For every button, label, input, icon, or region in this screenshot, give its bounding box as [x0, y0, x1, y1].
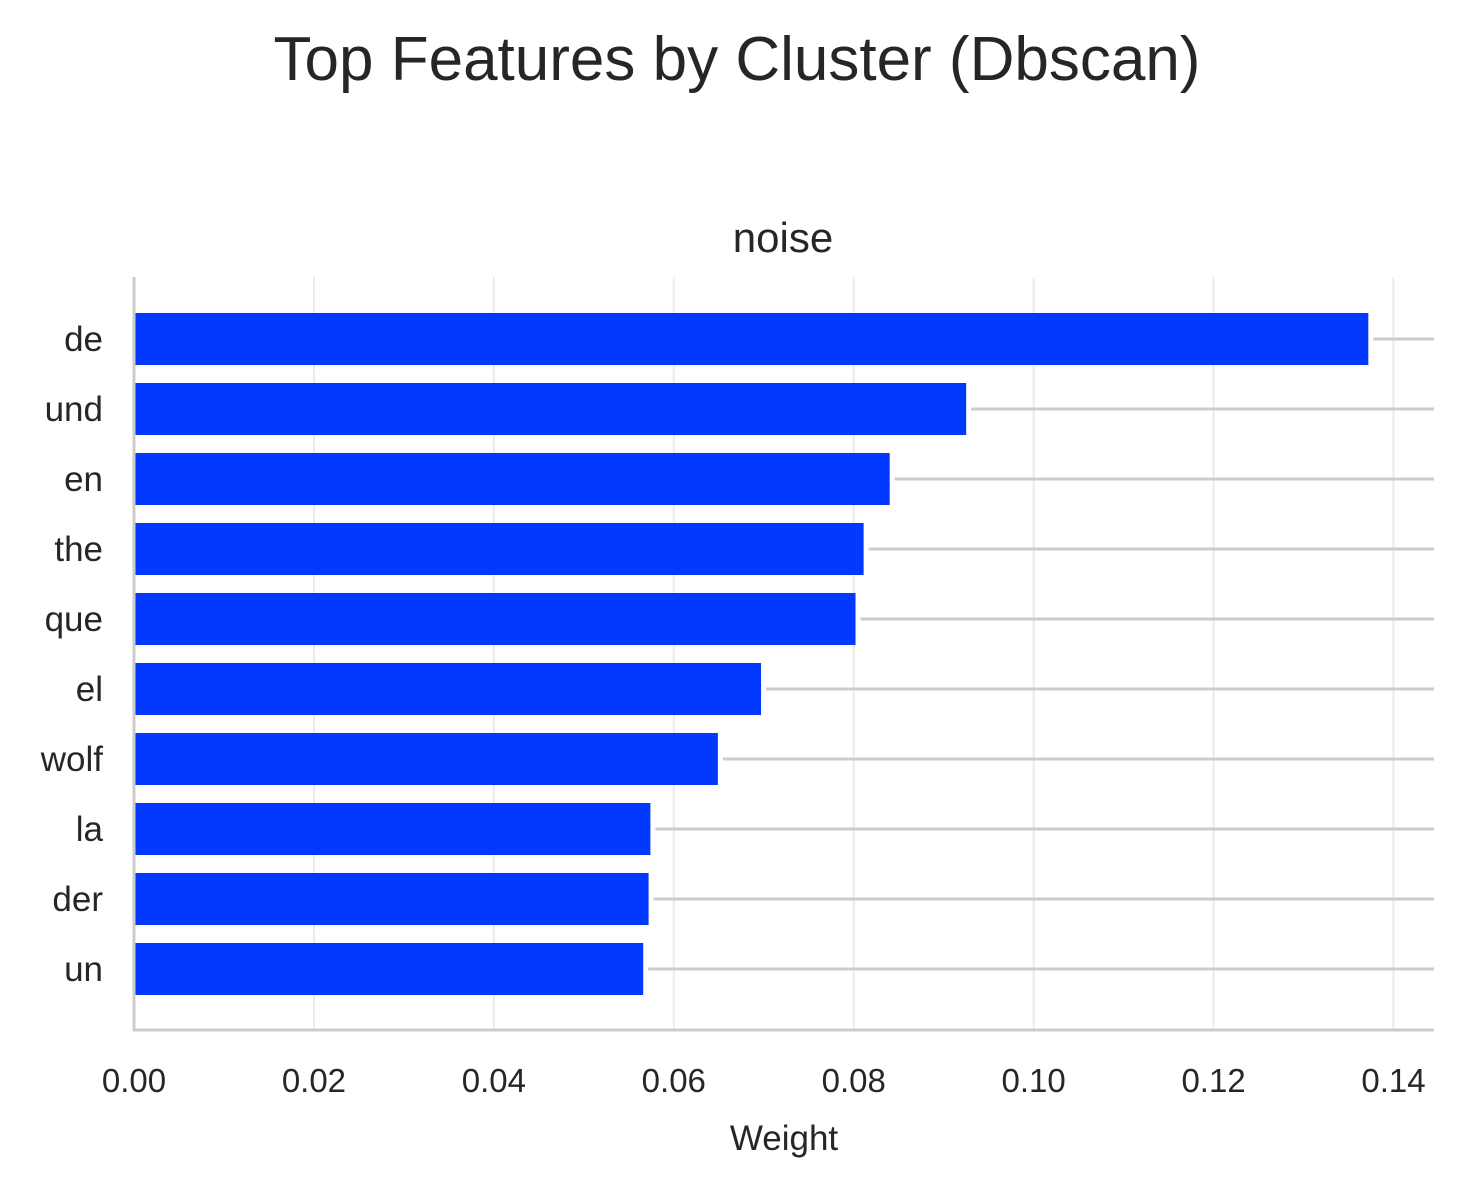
y-tick-label: en — [64, 460, 103, 499]
y-tick-label: the — [54, 530, 103, 569]
y-tick-label: el — [76, 670, 103, 709]
x-tick-labels: 0.00 0.02 0.04 0.06 0.08 0.10 0.12 0.14 — [102, 1062, 1426, 1099]
y-tick-label: un — [64, 950, 103, 989]
y-tick-label: que — [45, 600, 103, 639]
bar-de — [135, 313, 1369, 365]
bar-un — [135, 943, 644, 995]
bar-wolf — [135, 733, 718, 785]
x-tick-label: 0.08 — [822, 1062, 886, 1099]
y-tick-label: de — [64, 320, 103, 359]
x-tick-label: 0.12 — [1181, 1062, 1245, 1099]
x-tick-label: 0.02 — [282, 1062, 346, 1099]
x-tick-label: 0.06 — [642, 1062, 706, 1099]
y-tick-label: la — [76, 810, 104, 849]
panel-title: noise — [733, 214, 833, 261]
bar-und — [135, 383, 967, 435]
chart-title: Top Features by Cluster (Dbscan) — [274, 25, 1201, 94]
bars — [135, 313, 1369, 995]
x-tick-label: 0.00 — [102, 1062, 166, 1099]
bar-la — [135, 803, 651, 855]
bar-en — [135, 453, 890, 505]
y-tick-label: und — [45, 390, 103, 429]
y-tick-label: der — [52, 880, 103, 919]
x-tick-label: 0.10 — [1002, 1062, 1066, 1099]
x-axis-label: Weight — [730, 1119, 839, 1158]
x-tick-label: 0.14 — [1361, 1062, 1425, 1099]
bar-der — [135, 873, 649, 925]
bar-el — [135, 663, 762, 715]
y-tick-label: wolf — [40, 740, 104, 779]
bar-que — [135, 593, 856, 645]
x-tick-label: 0.04 — [462, 1062, 526, 1099]
lead-lines — [648, 337, 1434, 971]
y-tick-labels: de und en the que el wolf la der un — [40, 320, 104, 989]
bar-the — [135, 523, 864, 575]
axes — [132, 277, 1434, 1032]
